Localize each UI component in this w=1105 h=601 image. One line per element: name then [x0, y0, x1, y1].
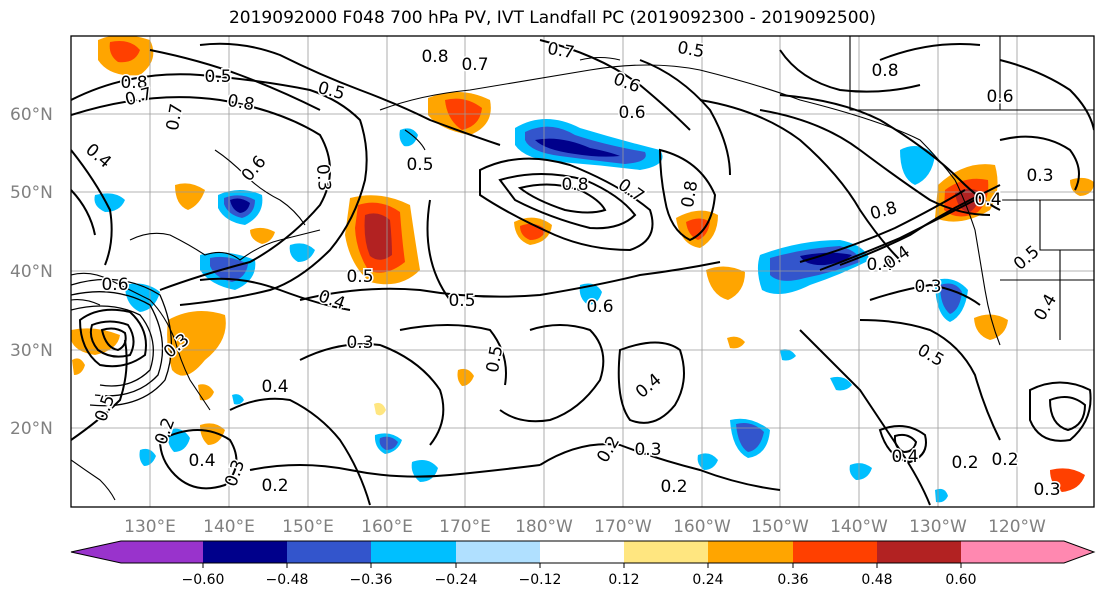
contour-label: 0.5 [406, 155, 433, 175]
colorbar-segment [203, 541, 287, 563]
colorbar-segment [540, 541, 624, 563]
longitude-labels: 130°E 140°E 150°E 160°E 170°E 180°W 170°… [124, 517, 1046, 537]
colorbar-segment [961, 541, 1094, 563]
contour-label: 0.3 [914, 277, 941, 297]
lon-label: 140°E [203, 517, 255, 537]
contour-label: 0.5 [448, 291, 475, 311]
contour-label: 0.5 [483, 344, 507, 374]
contour-label: 0.8 [421, 47, 448, 67]
graticule [71, 36, 1094, 507]
lat-label: 50°N [10, 183, 53, 203]
contour-label: 0.2 [261, 476, 288, 496]
colorbar-ticks: −0.60 −0.48 −0.36 −0.24 −0.12 0.12 0.24 0.36 0.4… [182, 563, 977, 588]
contour-label: 0.8 [678, 179, 702, 209]
contour-label: 0.8 [561, 175, 588, 195]
lat-label: 40°N [10, 262, 53, 282]
contour-label: 0.5 [346, 267, 373, 287]
lon-label: 170°E [439, 517, 491, 537]
map-border [70, 35, 1095, 508]
contour-label: 0.3 [634, 440, 661, 460]
colorbar-tick-label: 0.36 [777, 572, 808, 588]
contour-label: 0.6 [986, 87, 1013, 107]
contour-label: 0.4 [261, 377, 288, 397]
pv-shading [71, 36, 1094, 503]
colorbar-segment [456, 541, 540, 563]
colorbar-tick-label: −0.48 [266, 572, 309, 588]
contour-label: 0.3 [312, 163, 334, 192]
colorbar-tick-label: −0.36 [350, 572, 393, 588]
colorbar-segment [708, 541, 793, 563]
contour-label: 0.8 [120, 73, 147, 93]
lon-label: 150°E [282, 517, 334, 537]
contour-label: 0.3 [1033, 480, 1060, 500]
colorbar-tick-label: 0.48 [861, 572, 892, 588]
contour-label: 0.6 [101, 275, 128, 295]
contour-label: 0.7 [546, 39, 576, 63]
colorbar-segment [624, 541, 708, 563]
colorbar-segment [71, 541, 203, 563]
lon-label: 150°W [751, 517, 809, 537]
contour-label: 0.6 [618, 103, 645, 123]
coastlines [71, 36, 1094, 501]
lat-label: 60°N [10, 105, 53, 125]
colorbar-tick-label: −0.60 [182, 572, 225, 588]
colorbar-tick-label: 0.24 [692, 572, 723, 588]
lon-label: 130°W [909, 517, 967, 537]
colorbar-tick-label: −0.24 [435, 572, 478, 588]
colorbar-segment [793, 541, 877, 563]
contour-label: 0.7 [163, 102, 187, 132]
contour-label: 0.4 [866, 255, 893, 275]
contour-label: 0.8 [871, 61, 898, 81]
colorbar [70, 540, 1096, 564]
lon-label: 180°W [515, 517, 573, 537]
colorbar-segment [287, 541, 371, 563]
pv-contours-thin [71, 278, 173, 407]
colorbar-tick-label: 0.60 [945, 572, 976, 588]
contour-label: 0.5 [676, 38, 706, 62]
contour-label: 0.3 [346, 333, 373, 353]
colorbar-segment [371, 541, 456, 563]
contour-label: 0.2 [951, 453, 978, 473]
latitude-labels: 60°N 50°N 40°N 30°N 20°N [10, 105, 53, 439]
map-title: 2019092000 F048 700 hPa PV, IVT Landfall… [228, 8, 876, 28]
contour-label: 0.6 [586, 297, 613, 317]
contour-label: 0.4 [188, 451, 215, 471]
colorbar-tick-label: 0.12 [608, 572, 639, 588]
contour-label: 0.4 [974, 190, 1001, 210]
colorbar-segment [877, 541, 961, 563]
contour-label: 0.4 [891, 447, 918, 467]
lon-label: 170°W [594, 517, 652, 537]
contour-label: 0.2 [660, 477, 687, 497]
pv-contours [71, 39, 1094, 506]
contour-label: 0.3 [1026, 166, 1053, 186]
lat-label: 20°N [10, 419, 53, 439]
contour-label: 0.5 [204, 67, 231, 87]
lon-label: 160°E [361, 517, 413, 537]
colorbar-tick-label: −0.12 [519, 572, 562, 588]
colorbar-outline [70, 540, 1096, 564]
lon-label: 140°W [830, 517, 888, 537]
lat-label: 30°N [10, 341, 53, 361]
lon-label: 120°W [988, 517, 1046, 537]
contour-label: 0.7 [461, 55, 488, 75]
contour-label: 0.2 [991, 450, 1018, 470]
lon-label: 130°E [124, 517, 176, 537]
lon-label: 160°W [673, 517, 731, 537]
